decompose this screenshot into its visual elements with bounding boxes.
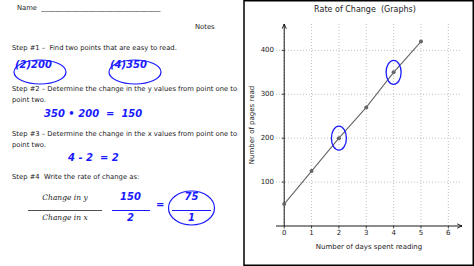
grid-line bbox=[284, 24, 285, 226]
grid-line bbox=[311, 24, 312, 226]
grid-line bbox=[366, 24, 367, 226]
grid-line bbox=[420, 24, 421, 226]
worksheet-text: Step #1 – Find two points that are easy … bbox=[12, 44, 177, 52]
tick-label: 400 bbox=[261, 46, 274, 54]
handwritten-note: 2 bbox=[127, 212, 134, 223]
x-axis bbox=[276, 226, 462, 227]
ticks: 0 1 2 3 4 5 6 100 200 300 400 bbox=[261, 46, 451, 236]
highlight-circle bbox=[331, 126, 346, 150]
tick-mark bbox=[282, 182, 285, 183]
grid-line bbox=[276, 94, 462, 95]
handwritten-note: 150 bbox=[120, 191, 141, 202]
data-point bbox=[282, 202, 286, 206]
worksheet-text: Step #3 – Determine the change in the x … bbox=[12, 130, 237, 138]
data-point bbox=[310, 169, 314, 173]
fraction-bar bbox=[112, 210, 150, 211]
hand-circle bbox=[109, 60, 161, 84]
highlight-circle bbox=[386, 60, 401, 84]
tick-label: 5 bbox=[419, 229, 423, 237]
tick-label: 3 bbox=[364, 229, 368, 237]
worksheet-text: Name ___________________________________ bbox=[17, 4, 161, 12]
chart-title: Rate of Change (Graphs) bbox=[314, 5, 416, 14]
grid-line bbox=[393, 24, 394, 226]
hand-circle bbox=[169, 191, 215, 225]
data-line bbox=[284, 42, 421, 204]
grid-line bbox=[276, 138, 462, 139]
x-axis-label: Number of days spent reading bbox=[316, 243, 422, 251]
panel-border bbox=[244, 1, 473, 266]
tick-label: 300 bbox=[261, 90, 274, 98]
tick-mark bbox=[282, 50, 285, 51]
tick-label: 6 bbox=[446, 229, 451, 237]
handwritten-note: 4 - 2 = 2 bbox=[67, 152, 119, 163]
tick-label: 1 bbox=[309, 229, 313, 237]
worksheet-steps: Name ___________________________________… bbox=[12, 4, 237, 225]
handwritten-note: 75 bbox=[185, 191, 199, 202]
hand-circle bbox=[14, 60, 66, 84]
data-point bbox=[364, 105, 368, 109]
grid-line bbox=[276, 182, 462, 183]
handwritten-note: 350 • 200 = 150 bbox=[44, 108, 142, 119]
y-axis bbox=[284, 24, 285, 226]
tick-mark bbox=[282, 138, 285, 139]
grid-line bbox=[276, 50, 462, 51]
worksheet-text: Notes bbox=[195, 23, 215, 31]
fraction-bar bbox=[172, 210, 211, 211]
fraction-bar bbox=[28, 210, 102, 211]
tick-label: 2 bbox=[337, 229, 341, 237]
grid-line bbox=[448, 24, 449, 226]
worksheet-text: Change in y bbox=[42, 193, 88, 202]
tick-label: 200 bbox=[261, 134, 274, 142]
grid bbox=[276, 24, 462, 226]
handwritten-note: = bbox=[156, 199, 164, 210]
worksheet-text: point two. bbox=[12, 141, 46, 149]
grid-line bbox=[338, 24, 339, 226]
worksheet-text: Step #2 – Determine the change in the y … bbox=[12, 85, 237, 93]
data-point bbox=[392, 70, 396, 74]
tick-label: 100 bbox=[261, 178, 274, 186]
worksheet-text: point two. bbox=[12, 96, 46, 104]
worksheet-text: Change in x bbox=[42, 213, 88, 222]
worksheet-text: Step #4 Write the rate of change as: bbox=[12, 173, 139, 181]
handwritten-note: 1 bbox=[188, 212, 195, 223]
plot-background bbox=[276, 24, 462, 226]
data-point bbox=[337, 136, 341, 140]
tick-mark bbox=[282, 94, 285, 95]
y-axis-label: Number of pages read bbox=[248, 86, 256, 164]
tick-label: 4 bbox=[391, 229, 396, 237]
worksheet: Name ___________________________________… bbox=[0, 0, 474, 266]
plot-area bbox=[282, 40, 423, 206]
tick-label: 0 bbox=[282, 229, 286, 237]
data-point bbox=[419, 40, 423, 44]
